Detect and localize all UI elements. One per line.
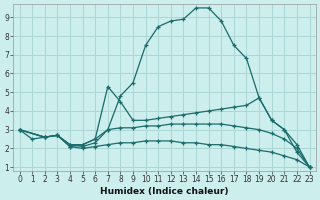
X-axis label: Humidex (Indice chaleur): Humidex (Indice chaleur) bbox=[100, 187, 229, 196]
